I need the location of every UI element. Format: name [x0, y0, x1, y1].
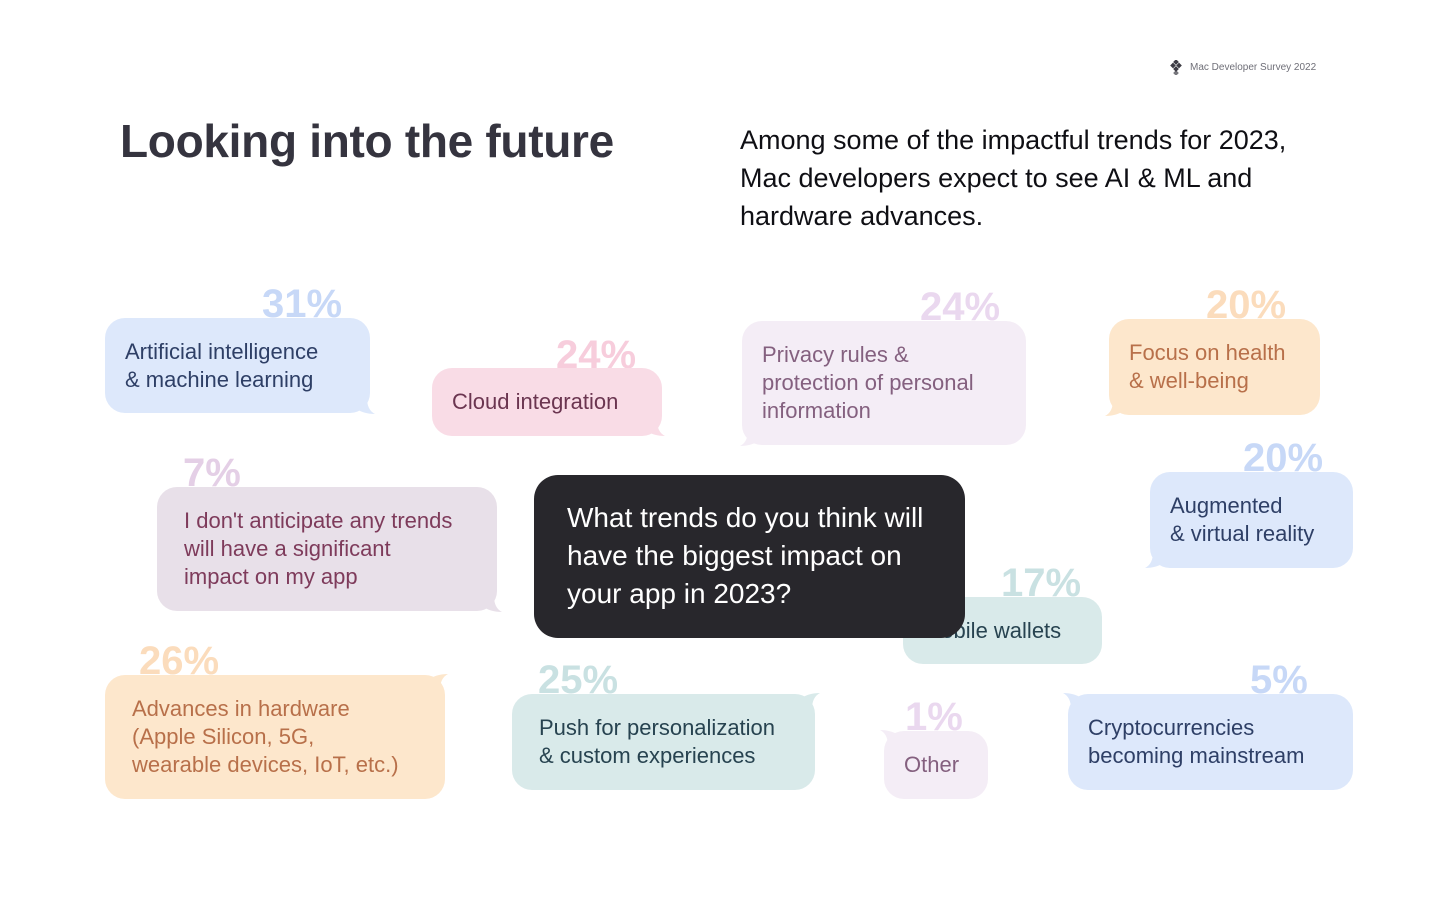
trend-percentage: 20%	[1243, 436, 1324, 480]
trend-bubble: Artificial intelligence & machine learnin…	[105, 318, 370, 413]
trend-percentage: 17%	[1001, 561, 1082, 605]
trend-label: Advances in hardware (Apple Silicon, 5G, w…	[132, 696, 399, 777]
brand: Mac Developer Survey 2022	[1170, 59, 1316, 75]
trend-bubble: Cryptocurrencies becoming mainstream	[1068, 694, 1353, 790]
page-title: Looking into the future	[120, 115, 614, 167]
trend-percentage: 26%	[139, 639, 220, 683]
trend-percentage: 25%	[538, 658, 619, 702]
trend-percentage: 24%	[920, 285, 1001, 329]
trend-percentage: 31%	[262, 282, 343, 326]
trend-bubble: Push for personalization & custom experie…	[512, 694, 815, 790]
trend-percentage: 5%	[1250, 658, 1308, 702]
trend-label: I don't anticipate any trends will have a…	[184, 508, 453, 589]
trend-bubble: I don't anticipate any trends will have a…	[157, 487, 497, 611]
trend-bubble: Cloud integration	[432, 368, 662, 436]
trend-percentage: 7%	[183, 451, 241, 495]
trend-label: Cryptocurrencies becoming mainstream	[1088, 715, 1305, 768]
trend-bubble: Other	[884, 731, 988, 799]
trend-label: Cloud integration	[452, 389, 619, 414]
trend-label: Artificial intelligence & machine learnin…	[125, 338, 319, 392]
survey-logo-icon	[1170, 59, 1182, 75]
trend-label: Other	[904, 752, 960, 777]
trend-percentage: 20%	[1206, 283, 1287, 327]
trend-percentage: 1%	[905, 695, 963, 739]
page-subtitle: Among some of the impactful trends for 2…	[740, 125, 1287, 231]
trend-label: Focus on health & well-being	[1129, 340, 1286, 393]
trend-bubble: Advances in hardware (Apple Silicon, 5G, w…	[105, 675, 445, 799]
trend-bubble: Privacy rules & protection of personal inf…	[742, 321, 1026, 445]
trend-label: Privacy rules & protection of personal inf…	[762, 342, 974, 423]
question-bubble: What trends do you think will have the b…	[534, 475, 965, 638]
brand-label: Mac Developer Survey 2022	[1190, 61, 1317, 73]
trend-bubble: Focus on health & well-being	[1109, 319, 1320, 415]
trend-bubble: Mobile wallets	[903, 597, 1102, 664]
trend-bubble: Augmented & virtual reality	[1150, 472, 1353, 568]
trend-label: Augmented & virtual reality	[1170, 493, 1315, 546]
trend-label: Push for personalization & custom experie…	[539, 715, 776, 768]
question-text: What trends do you think will have the b…	[567, 502, 924, 609]
